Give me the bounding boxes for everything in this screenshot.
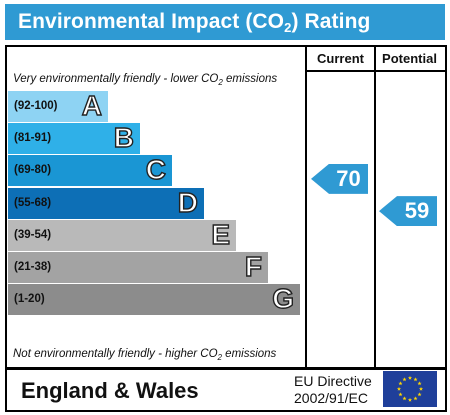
band-f: (21-38) F [8,250,268,283]
potential-column-header: Potential [382,51,437,66]
star-icon [417,392,422,397]
current-column-header: Current [317,51,364,66]
band-range-label: (81-91) [14,132,52,145]
column-divider-potential [374,45,376,369]
band-range-label: (1-20) [14,293,45,306]
star-icon [418,386,424,391]
band-range-label: (21-38) [14,261,52,273]
star-icon [398,381,403,386]
current-rating-value: 70 [336,165,361,191]
star-icon [396,386,402,391]
star-icon [413,377,418,382]
bottom-note: Not environmentally friendly - higher CO… [13,348,277,362]
footer: England & Wales EU Directive 2002/91/EC [5,368,447,412]
band-a: (92-100) A [8,89,108,122]
star-icon [407,375,413,380]
band-letter: D [177,186,199,218]
chart-title: Environmental Impact (CO2) Rating [18,10,371,35]
potential-rating-value: 59 [404,198,430,224]
band-letter: G [272,282,295,315]
star-icon [407,397,413,402]
band-range-label: (69-80) [14,164,52,177]
eu-directive: EU Directive 2002/91/EC [294,373,372,406]
chart-title-bar: Environmental Impact (CO2) Rating [5,4,445,40]
country-label: England & Wales [21,378,199,403]
star-icon [413,396,418,401]
band-range-label: (92-100) [14,100,58,112]
band-g: (1-20) G [8,282,300,316]
band-c: (69-80) C [8,154,172,187]
band-letter: F [244,250,263,282]
band-letter: A [81,89,103,121]
star-icon [398,392,403,397]
band-d: (55-68) D [8,186,204,219]
star-icon [402,377,407,382]
star-icon [402,396,407,401]
top-note: Very environmentally friendly - lower CO… [13,73,278,87]
star-icon [417,381,422,386]
column-divider-current [305,45,307,369]
eu-flag-stars [396,375,424,402]
band-letter: C [145,154,167,186]
column-header-divider [307,70,445,72]
eu-flag-icon [383,371,437,407]
band-e: (39-54) E [8,218,236,251]
band-letter: E [211,218,231,250]
band-range-label: (39-54) [14,228,52,241]
band-b: (81-91) B [8,121,140,155]
band-range-label: (55-68) [14,196,52,209]
band-letter: B [113,121,135,154]
